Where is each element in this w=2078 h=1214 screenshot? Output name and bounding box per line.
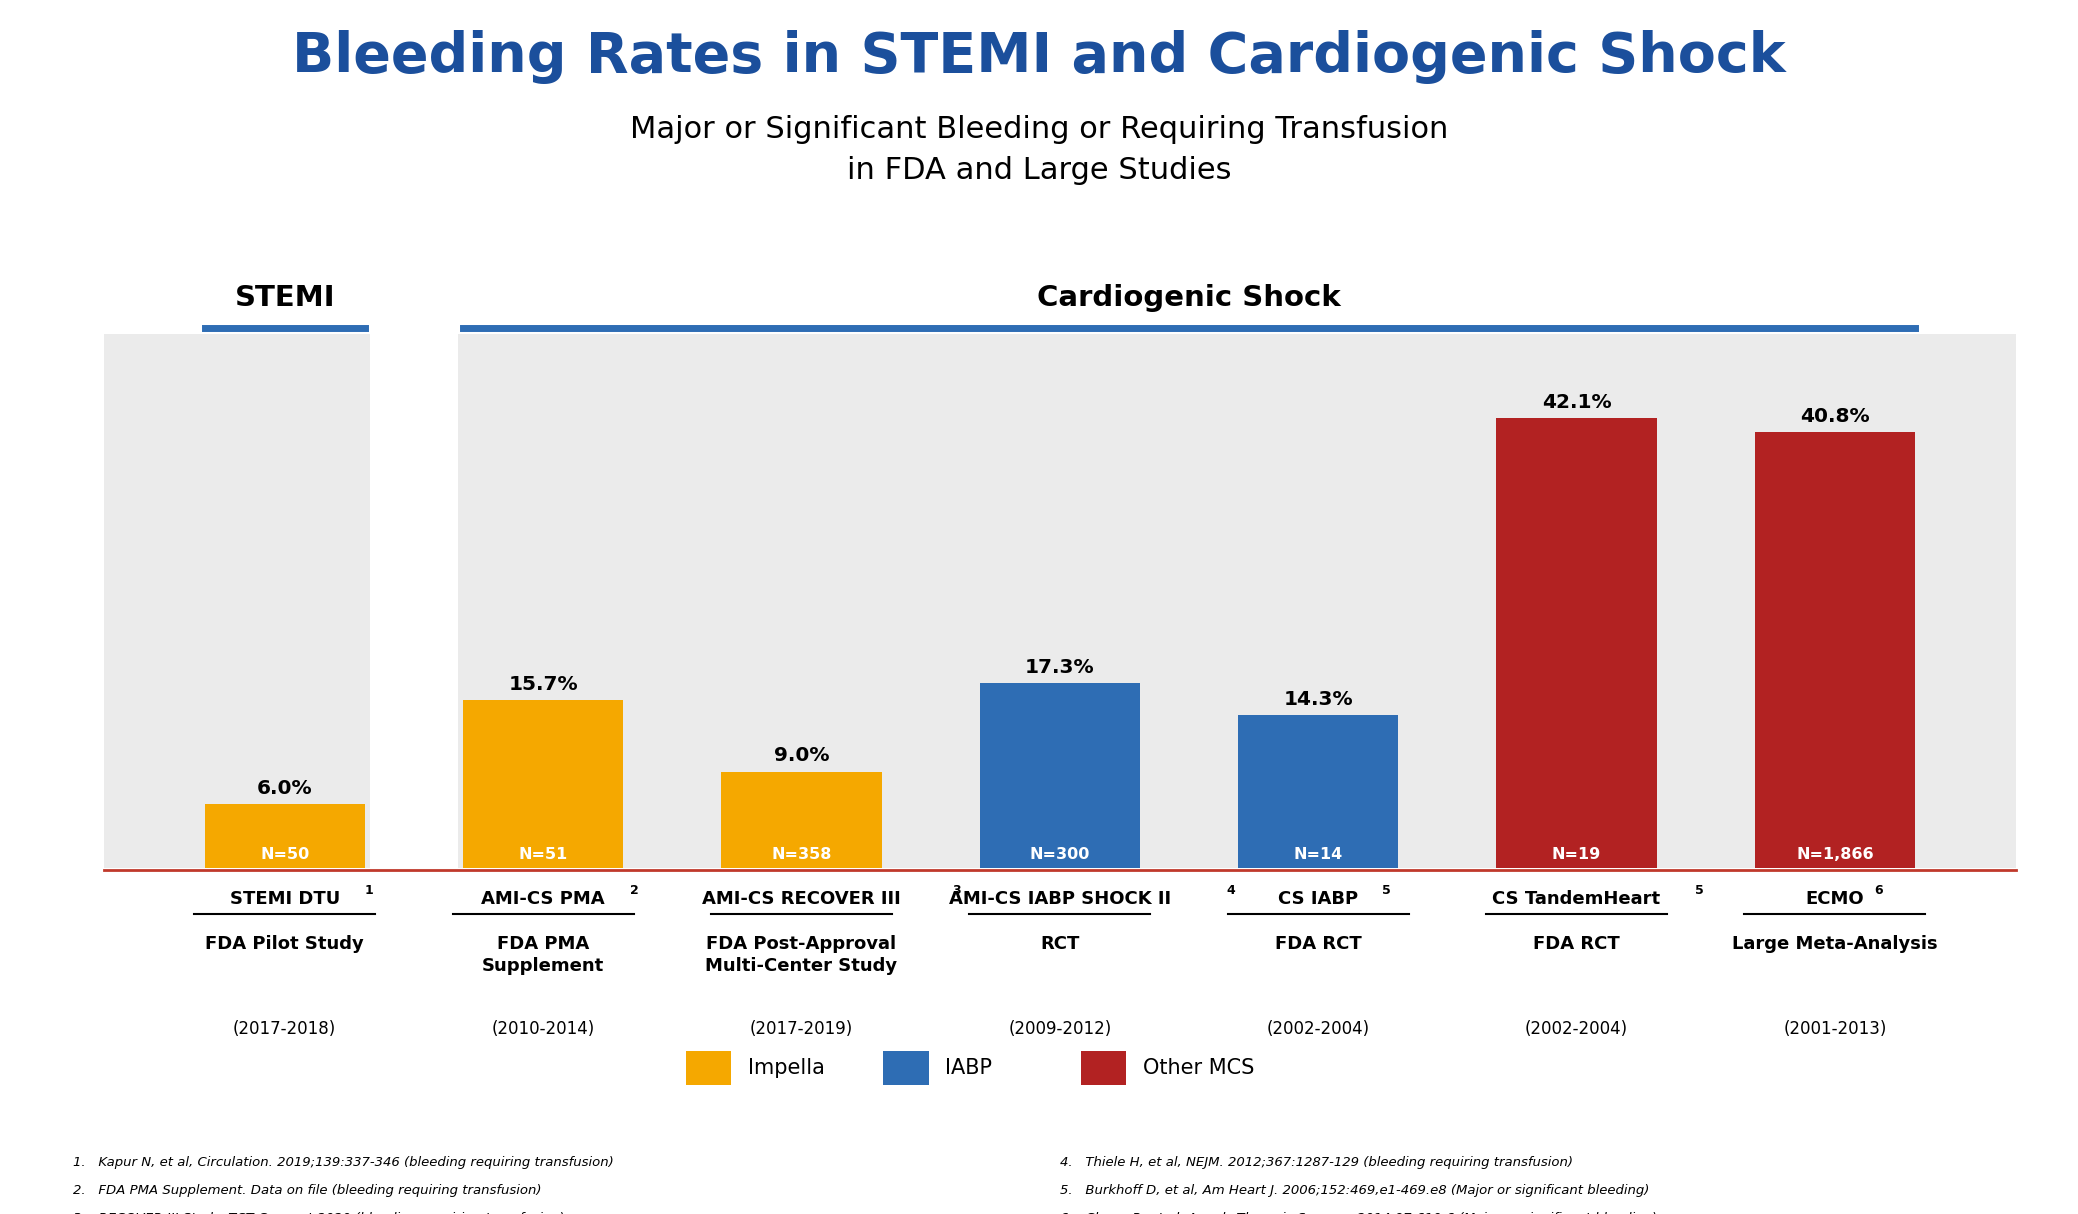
Text: FDA RCT: FDA RCT: [1274, 935, 1361, 953]
Text: STEMI: STEMI: [235, 284, 335, 312]
Text: AMI-CS PMA: AMI-CS PMA: [482, 890, 605, 908]
Text: (2010-2014): (2010-2014): [492, 1020, 594, 1038]
Text: 6.0%: 6.0%: [258, 778, 312, 798]
Text: (2017-2019): (2017-2019): [750, 1020, 854, 1038]
Text: FDA Post-Approval
Multi-Center Study: FDA Post-Approval Multi-Center Study: [704, 935, 898, 975]
Text: IABP: IABP: [945, 1059, 993, 1078]
Bar: [370, 334, 457, 868]
Text: 4: 4: [1226, 884, 1234, 897]
Text: 3: 3: [952, 884, 960, 897]
Text: Major or Significant Bleeding or Requiring Transfusion
in FDA and Large Studies: Major or Significant Bleeding or Requiri…: [630, 115, 1448, 185]
Text: Other MCS: Other MCS: [1143, 1059, 1255, 1078]
Text: FDA RCT: FDA RCT: [1534, 935, 1621, 953]
Text: 1: 1: [364, 884, 372, 897]
Text: N=358: N=358: [771, 846, 831, 862]
Text: 3.   RECOVER III Study, TCT Connect 2020 (bleeding requiring transfusion): 3. RECOVER III Study, TCT Connect 2020 (…: [73, 1212, 565, 1214]
Text: 9.0%: 9.0%: [773, 747, 829, 766]
Bar: [204, 804, 366, 868]
Text: FDA PMA
Supplement: FDA PMA Supplement: [482, 935, 605, 975]
Text: 15.7%: 15.7%: [509, 675, 578, 694]
Text: Bleeding Rates in STEMI and Cardiogenic Shock: Bleeding Rates in STEMI and Cardiogenic …: [293, 30, 1785, 84]
Text: N=50: N=50: [260, 846, 310, 862]
Text: STEMI DTU: STEMI DTU: [229, 890, 341, 908]
Bar: [1754, 432, 1916, 868]
Text: AMI-CS RECOVER III: AMI-CS RECOVER III: [702, 890, 900, 908]
Text: 2.   FDA PMA Supplement. Data on file (bleeding requiring transfusion): 2. FDA PMA Supplement. Data on file (ble…: [73, 1184, 540, 1197]
Text: 5: 5: [1696, 884, 1704, 897]
Text: (2001-2013): (2001-2013): [1783, 1020, 1887, 1038]
Text: Impella: Impella: [748, 1059, 825, 1078]
Text: CS IABP: CS IABP: [1278, 890, 1359, 908]
Text: Large Meta-Analysis: Large Meta-Analysis: [1731, 935, 1937, 953]
Text: N=300: N=300: [1029, 846, 1091, 862]
Text: RCT: RCT: [1041, 935, 1078, 953]
Text: 1.   Kapur N, et al, Circulation. 2019;139:337-346 (bleeding requiring transfusi: 1. Kapur N, et al, Circulation. 2019;139…: [73, 1156, 613, 1169]
Text: (2002-2004): (2002-2004): [1525, 1020, 1627, 1038]
Text: FDA Pilot Study: FDA Pilot Study: [206, 935, 364, 953]
Text: 14.3%: 14.3%: [1284, 690, 1353, 709]
Text: 6: 6: [1874, 884, 1883, 897]
Text: N=19: N=19: [1552, 846, 1600, 862]
Text: N=51: N=51: [520, 846, 567, 862]
Text: 40.8%: 40.8%: [1800, 407, 1870, 426]
Text: N=14: N=14: [1293, 846, 1342, 862]
Bar: [979, 683, 1141, 868]
Text: CS TandemHeart: CS TandemHeart: [1492, 890, 1660, 908]
Text: (2002-2004): (2002-2004): [1268, 1020, 1369, 1038]
Text: 5.   Burkhoff D, et al, Am Heart J. 2006;152:469,e1-469.e8 (Major or significant: 5. Burkhoff D, et al, Am Heart J. 2006;1…: [1060, 1184, 1650, 1197]
Bar: [1238, 715, 1398, 868]
Text: 4.   Thiele H, et al, NEJM. 2012;367:1287-129 (bleeding requiring transfusion): 4. Thiele H, et al, NEJM. 2012;367:1287-…: [1060, 1156, 1573, 1169]
Text: AMI-CS IABP SHOCK II: AMI-CS IABP SHOCK II: [950, 890, 1170, 908]
Text: ECMO: ECMO: [1806, 890, 1864, 908]
Bar: [721, 772, 881, 868]
Bar: [463, 700, 623, 868]
Text: 6.   Cheng R, et al, Annals Thoracic Surgery. 2014;97:610-6 (Major or significan: 6. Cheng R, et al, Annals Thoracic Surge…: [1060, 1212, 1656, 1214]
Text: 5: 5: [1382, 884, 1390, 897]
Text: (2009-2012): (2009-2012): [1008, 1020, 1112, 1038]
Text: N=1,866: N=1,866: [1795, 846, 1874, 862]
Text: 17.3%: 17.3%: [1024, 658, 1095, 676]
Text: (2017-2018): (2017-2018): [233, 1020, 337, 1038]
Bar: [1496, 419, 1656, 868]
Text: 2: 2: [630, 884, 640, 897]
Text: Cardiogenic Shock: Cardiogenic Shock: [1037, 284, 1340, 312]
Text: 42.1%: 42.1%: [1542, 393, 1610, 412]
